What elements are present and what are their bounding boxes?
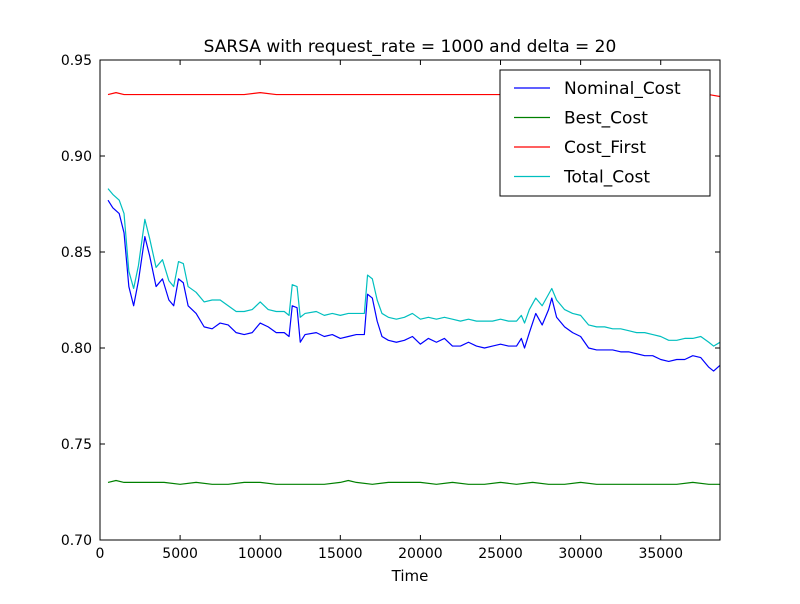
legend-label-cost-first: Cost_First — [564, 138, 646, 158]
x-tick-label: 0 — [96, 546, 105, 562]
legend: Nominal_Cost Best_Cost Cost_First Total_Cos… — [499, 69, 711, 197]
x-tick-label: 20000 — [398, 546, 443, 562]
legend-label-best-cost: Best_Cost — [564, 109, 648, 129]
legend-label-total-cost: Total_Cost — [563, 168, 650, 188]
plot-area: 0 5000 10000 15000 20000 25000 30000 35000 0.70 0… — [61, 53, 721, 562]
plot-frame — [99, 59, 721, 541]
legend-label-nominal-cost: Nominal_Cost — [564, 79, 681, 99]
x-axis-label: Time — [391, 567, 429, 585]
chart-title: SARSA with request_rate = 1000 and delta… — [204, 37, 617, 57]
y-tick-label: 0.80 — [61, 341, 92, 357]
x-tick-label: 30000 — [558, 546, 603, 562]
series-line-best-cost — [107, 479, 720, 485]
x-tick-label: 15000 — [318, 546, 363, 562]
series-line-nominal-cost — [107, 199, 720, 372]
series-line-total-cost — [107, 188, 720, 347]
x-tick-label: 25000 — [478, 546, 523, 562]
y-tick-label: 0.75 — [61, 437, 92, 453]
y-tick-label: 0.85 — [61, 245, 92, 261]
y-tick-label: 0.70 — [61, 533, 92, 549]
y-tick-label: 0.95 — [61, 53, 92, 69]
legend-box — [499, 69, 711, 197]
x-tick-label: 35000 — [638, 546, 683, 562]
x-tick-label: 5000 — [162, 546, 198, 562]
y-tick-label: 0.90 — [61, 149, 92, 165]
x-tick-label: 10000 — [238, 546, 283, 562]
